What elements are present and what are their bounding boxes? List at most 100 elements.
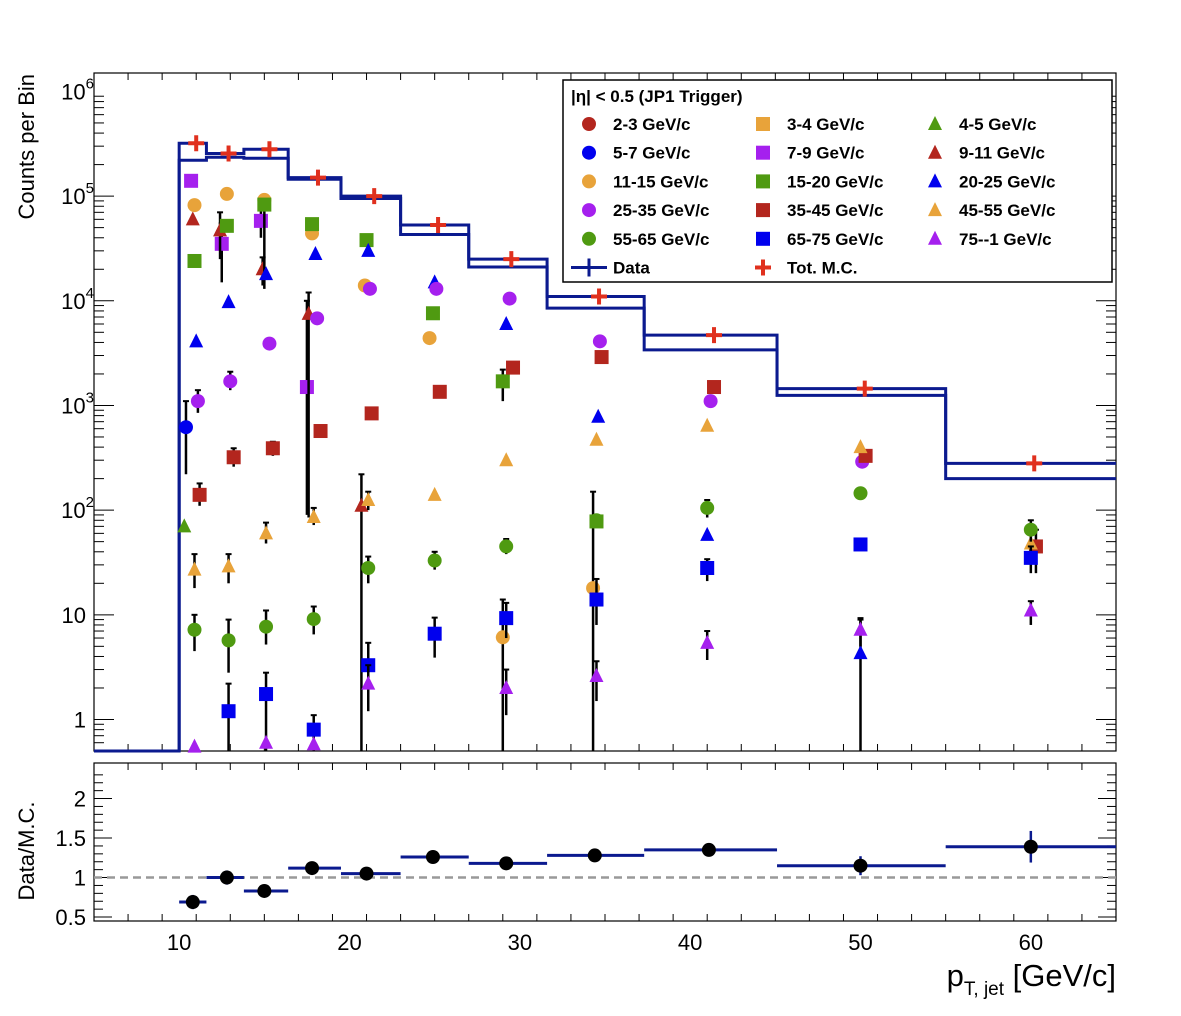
series-point — [265, 441, 280, 456]
series-point — [700, 634, 715, 649]
legend-label: 4-5 GeV/c — [959, 115, 1037, 134]
series-point — [306, 736, 321, 751]
y-tick-label: 104 — [61, 285, 94, 314]
series-point — [187, 738, 202, 753]
ratio-point — [185, 895, 200, 910]
series-point — [361, 242, 376, 257]
y-tick-label: 105 — [61, 180, 94, 209]
total-mc-point — [188, 135, 205, 152]
series-point — [259, 734, 274, 749]
series-point — [253, 213, 268, 228]
ratio-point — [425, 850, 440, 865]
legend-marker — [582, 231, 596, 246]
legend-label: 11-15 GeV/c — [613, 172, 708, 191]
y-tick-label-base: 1 — [74, 707, 86, 732]
series-point — [306, 612, 321, 627]
y-tick-label-base: 10 — [62, 603, 86, 628]
legend-header: |η| < 0.5 (JP1 Trigger) — [571, 87, 743, 106]
legend-label: 25-35 GeV/c — [613, 201, 709, 220]
total-mc-point — [1026, 455, 1043, 472]
series-point — [361, 675, 376, 690]
series-point — [432, 384, 447, 399]
series-point — [853, 439, 868, 454]
series-point — [223, 374, 238, 389]
legend-marker — [571, 258, 607, 277]
series-point — [589, 513, 604, 528]
total-mc-point — [706, 327, 723, 344]
ratio-point — [499, 856, 514, 871]
legend-marker — [582, 117, 596, 131]
series-point — [700, 417, 715, 432]
y-tick-label-exponent: 4 — [86, 285, 94, 302]
series-point — [177, 518, 192, 533]
y-tick-label-base: 10 — [61, 79, 85, 104]
series-point — [221, 633, 236, 648]
x-axis-label-main: p — [947, 958, 964, 993]
legend-marker — [756, 117, 770, 131]
series-point — [429, 281, 444, 296]
series-point — [495, 630, 510, 645]
legend-label: Data — [613, 259, 650, 278]
legend-label: 7-9 GeV/c — [787, 144, 865, 163]
series-point — [184, 173, 199, 188]
series-point — [259, 619, 274, 634]
x-axis-label-unit: [GeV/c] — [1004, 958, 1116, 993]
series-point — [214, 236, 229, 251]
legend: |η| < 0.5 (JP1 Trigger) 2-3 GeV/c 3-4 GeV/… — [562, 79, 1113, 283]
series-point — [361, 491, 376, 506]
y-tick-label: 106 — [61, 75, 94, 104]
y-tick-label-exponent: 6 — [86, 75, 94, 92]
legend-marker — [928, 116, 942, 130]
top-y-axis-label: Counts per Bin — [14, 74, 39, 220]
series-point — [589, 431, 604, 446]
x-tick-label: 40 — [678, 930, 702, 955]
series-point — [187, 622, 202, 637]
series-point — [306, 722, 321, 737]
bottom-panel: 10 20 30 40 50 60 0.5 1 1.5 2 — [55, 762, 1117, 955]
series-point — [589, 592, 604, 607]
y-tick-label: 1 — [74, 707, 86, 732]
series-point — [361, 561, 376, 576]
series-point — [707, 380, 722, 395]
series-point — [427, 486, 442, 501]
legend-label: 75--1 GeV/c — [959, 230, 1052, 249]
series-point — [185, 211, 200, 226]
legend-label: 65-75 GeV/c — [787, 230, 883, 249]
series-point — [187, 198, 202, 213]
series-point — [362, 281, 377, 296]
y-tick-label-base: 10 — [61, 393, 85, 418]
ratio-point — [1023, 839, 1038, 854]
series-point — [592, 334, 607, 349]
series-point — [1023, 522, 1038, 537]
series-point — [192, 487, 207, 502]
total-mc-point — [261, 141, 278, 158]
y-tick-label-base: 10 — [61, 184, 85, 209]
series-point — [506, 360, 521, 375]
series-point — [364, 406, 379, 421]
y-tick-label: 103 — [61, 389, 94, 418]
series-point — [499, 452, 514, 467]
x-tick-label: 30 — [508, 930, 532, 955]
legend-marker — [928, 230, 942, 245]
legend-marker — [756, 231, 770, 246]
bottom-y-axis-label: Data/M.C. — [14, 801, 39, 900]
series-point — [700, 526, 715, 541]
series-point — [1023, 535, 1038, 550]
y-tick-label-exponent: 3 — [86, 389, 94, 406]
total-mc-point — [220, 145, 237, 162]
series-point — [308, 245, 323, 260]
legend-marker — [756, 203, 770, 218]
y-tick-label-exponent: 5 — [86, 180, 94, 197]
series-point — [310, 311, 325, 326]
series-point — [427, 626, 442, 641]
x-axis-label: pT, jet [GeV/c] — [947, 958, 1116, 1000]
legend-marker — [755, 259, 771, 276]
ratio-point — [359, 866, 374, 881]
series-point — [422, 331, 437, 346]
series-point — [853, 645, 868, 660]
total-mc-point — [430, 216, 447, 233]
legend-label: 55-65 GeV/c — [613, 230, 709, 249]
x-tick-label: 10 — [167, 930, 191, 955]
series-point — [589, 668, 604, 683]
series-point — [221, 558, 236, 573]
